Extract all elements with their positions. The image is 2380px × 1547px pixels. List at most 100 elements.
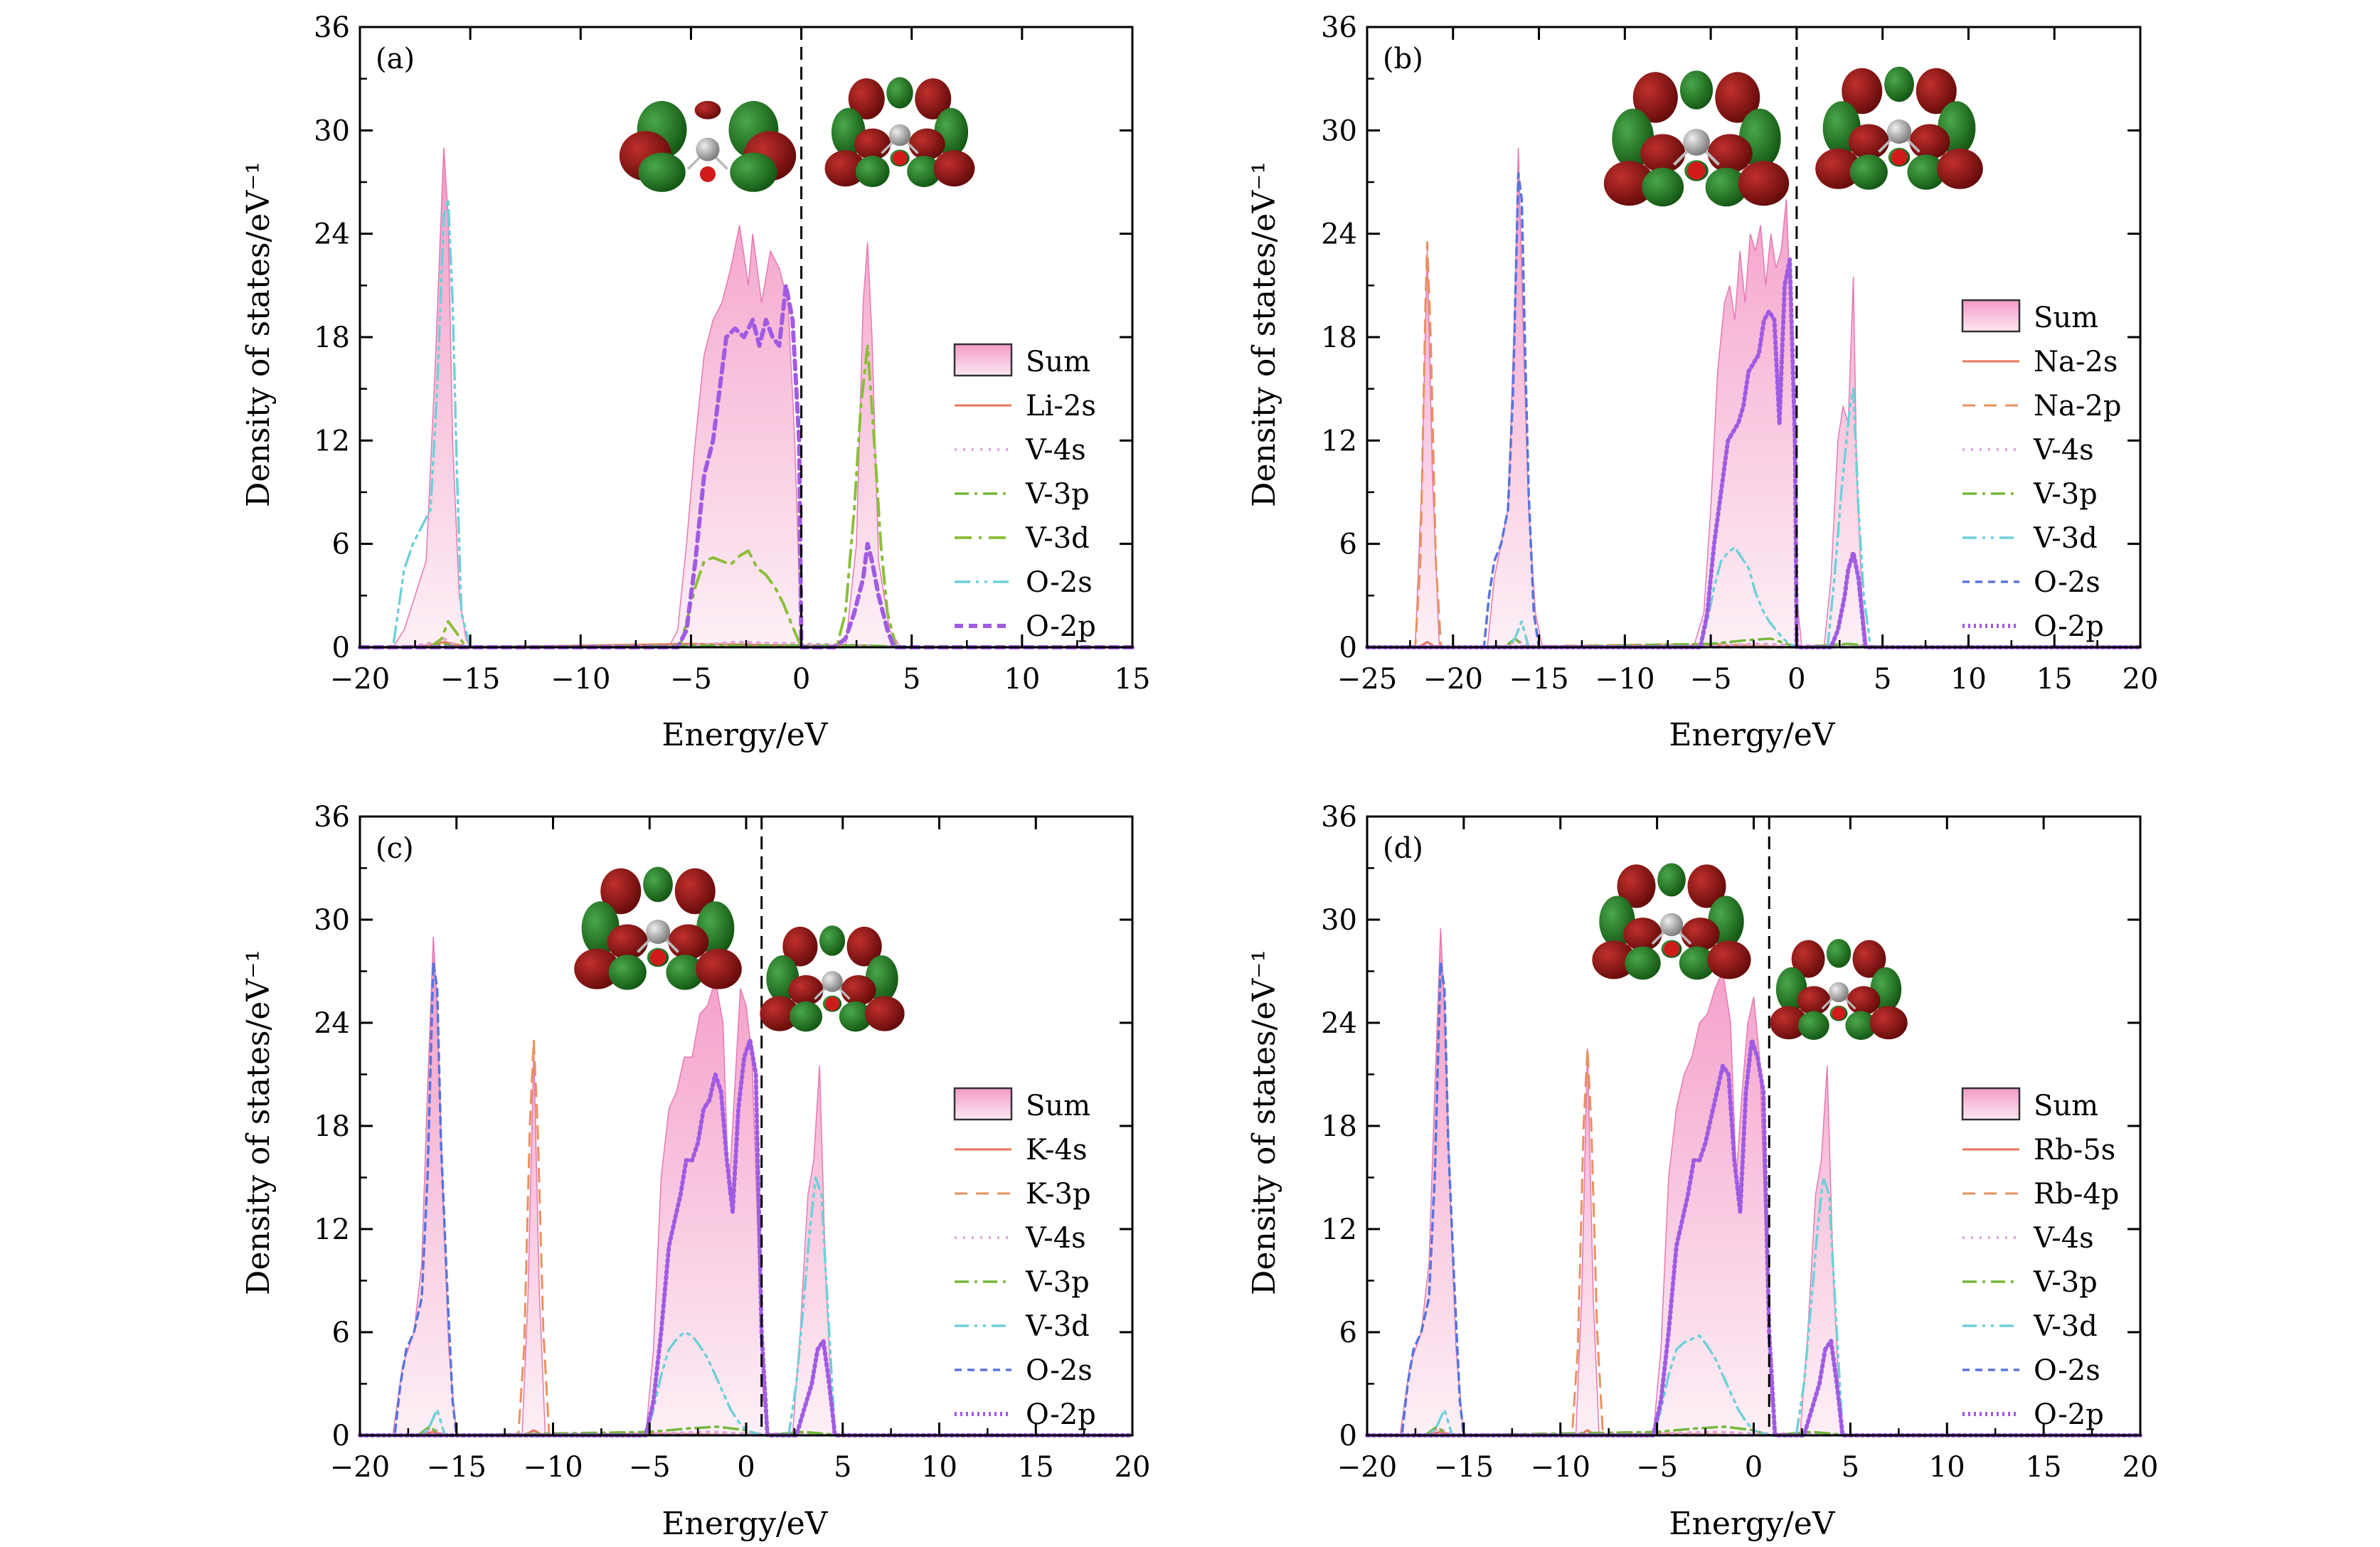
vanadium-atom [696,137,720,161]
legend-label: V-3p [1025,478,1090,511]
x-tick-label: −20 [1423,663,1483,696]
orbital-inset-homo [619,100,797,192]
series-sum-area [1367,928,2140,1436]
series-line-v-3p [1366,1425,2142,1437]
legend-label: Sum [1026,1090,1090,1122]
panel-label: (a) [376,43,415,75]
orbital-lobe [915,78,952,119]
y-axis-title-b: Density of states/eV⁻¹ [1246,161,1282,507]
x-tick-label: 15 [1115,663,1151,696]
orbital-lobe [1642,167,1684,207]
orbital-lobe [1738,161,1790,206]
orbital-lobe [1938,101,1976,156]
orbital-lobe [1679,946,1716,980]
series-line-o-2s [1366,172,2142,649]
legend-label: O-2p [2034,1398,2104,1431]
series-line-o-2p [358,283,1135,649]
orbital-lobe [638,152,686,192]
orbital-lobe [1640,134,1686,174]
series-line-rb-4p [1366,1047,2142,1437]
orbital-lobe [1770,1006,1808,1040]
legend-label: O-2s [1026,566,1093,599]
series-line-o-2s [1366,961,2142,1437]
x-tick-label: −5 [629,1451,671,1484]
oxygen-atom [825,996,839,1011]
y-tick-label: 12 [1321,1213,1357,1246]
y-tick-label: 36 [1321,11,1357,44]
orbital-lobe [574,948,620,989]
y-tick-label: 0 [332,1420,350,1452]
y-tick-label: 12 [314,425,350,457]
x-tick-label: 15 [1018,1451,1054,1484]
y-tick-label: 24 [1321,218,1357,251]
oxygen-atom [699,166,716,182]
orbital-lobe [1815,148,1861,189]
legend-swatch-sum [953,343,1013,377]
orbital-lobe [1617,864,1656,908]
orbital-lobe [886,77,913,109]
legend-label: O-2s [2034,566,2100,599]
x-tick-label: −15 [427,1451,487,1484]
orbital-lobe [907,155,941,188]
y-axis-title-c: Density of states/eV⁻¹ [240,950,277,1295]
y-tick-label: 18 [1321,1110,1357,1143]
y-tick-label: 30 [314,904,350,937]
oxygen-atom [1664,941,1679,957]
vanadium-atom [1683,129,1710,156]
panel-label: (c) [376,832,414,865]
orbital-inset-lumo [1770,939,1908,1041]
x-axis-title-c: Energy/eV [662,1506,828,1542]
vanadium-atom [888,124,911,147]
orbital-lobe [1707,134,1753,174]
legend-label: Na-2s [2034,346,2118,378]
x-tick-label: −20 [330,663,390,696]
legend-swatch-sum [1961,1087,2021,1121]
y-tick-label: 30 [314,115,350,147]
series-line-v-3d [358,344,1134,649]
orbital-lobe [1603,161,1655,206]
legend-label: Sum [2034,302,2098,334]
x-axis-title-d: Energy/eV [1669,1506,1835,1542]
legend-label: O-2p [1026,1398,1096,1431]
y-tick-label: 0 [332,632,350,664]
orbital-inset-homo [1592,863,1751,980]
x-tick-label: 20 [2123,1451,2159,1484]
x-tick-label: 10 [1929,1451,1965,1484]
orbital-inset-homo [574,866,742,990]
legend-label: V-4s [1025,1222,1086,1255]
y-tick-label: 36 [314,801,350,834]
legend-label: V-3p [1025,1266,1090,1299]
series-sum-area [1367,147,2140,648]
vanadium-atom [1886,119,1912,144]
x-tick-label: 20 [2123,663,2159,696]
y-tick-label: 12 [1321,425,1357,457]
oxygen-atom [1891,149,1908,166]
x-tick-label: 0 [792,663,810,696]
orbital-lobe [933,150,975,187]
y-tick-label: 24 [1321,1007,1357,1040]
orbital-lobe [855,155,890,188]
y-tick-label: 18 [314,1110,350,1143]
orbital-lobe [1842,68,1883,115]
x-tick-label: −10 [523,1451,583,1484]
oxygen-atom [892,151,908,166]
orbital-lobe [1681,918,1720,951]
y-tick-label: 24 [314,1007,350,1040]
x-tick-label: 0 [1745,1451,1763,1484]
orbital-lobe [1679,70,1714,110]
legend-label: V-3d [2033,1310,2098,1343]
orbital-lobe [1632,72,1678,123]
series-line-k-3p [358,1038,1134,1437]
orbital-lobe [666,955,704,990]
orbital-lobe [1625,946,1661,980]
orbital-lobe [674,868,716,915]
x-tick-label: −10 [1595,663,1654,696]
orbital-lobe [600,868,642,915]
legend-label: Li-2s [1026,390,1096,422]
x-tick-label: −10 [1531,1451,1590,1484]
orbital-inset-homo [1603,70,1790,207]
legend-label: V-4s [2033,1222,2094,1255]
orbital-inset-lumo [824,77,975,188]
oxygen-atom [649,949,666,966]
y-axis-title-d: Density of states/eV⁻¹ [1246,950,1282,1295]
